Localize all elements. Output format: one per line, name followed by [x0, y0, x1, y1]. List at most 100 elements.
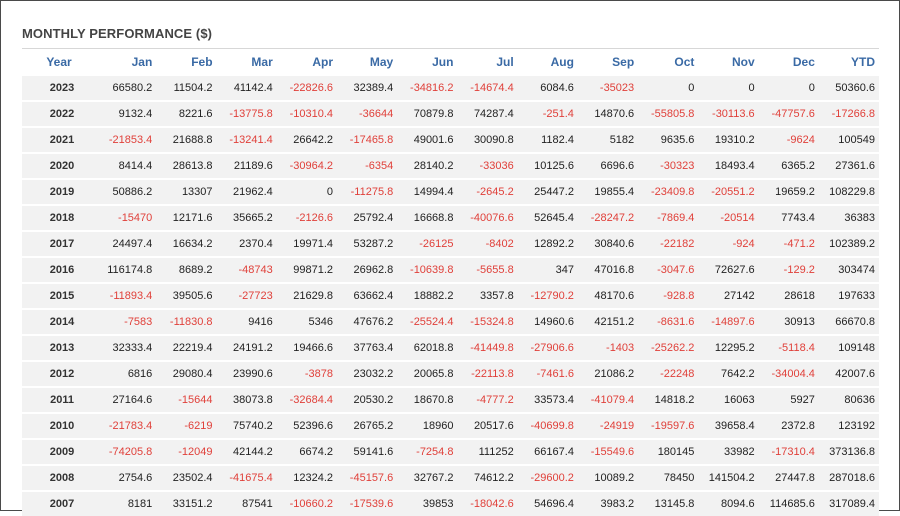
month-value-cell: 39658.4 [698, 412, 759, 439]
month-value-cell: 21688.8 [156, 126, 217, 153]
month-value-cell: -22826.6 [276, 74, 337, 101]
month-value-cell: 33982 [698, 438, 759, 465]
month-value-cell: -55805.8 [638, 100, 699, 127]
month-value-cell: -8402 [457, 230, 518, 257]
month-value-cell: 10125.6 [517, 152, 578, 179]
month-value-cell: -45157.6 [337, 464, 398, 491]
month-value-cell: 66580.2 [96, 74, 157, 101]
year-cell: 2021 [22, 126, 97, 153]
month-value-cell: 5346 [276, 308, 337, 335]
month-value-cell: -25524.4 [397, 308, 458, 335]
month-value-cell: 37763.4 [337, 334, 398, 361]
year-cell: 2009 [22, 438, 97, 465]
month-value-cell: -7461.6 [517, 360, 578, 387]
year-cell: 2013 [22, 334, 97, 361]
month-value-cell: 19466.6 [276, 334, 337, 361]
month-value-cell: -6354 [337, 152, 398, 179]
month-value-cell: -7254.8 [397, 438, 458, 465]
month-value-cell: -12049 [156, 438, 217, 465]
month-value-cell: -12790.2 [517, 282, 578, 309]
month-value-cell: 62018.8 [397, 334, 458, 361]
month-value-cell: 10089.2 [577, 464, 639, 491]
month-value-cell: 3357.8 [457, 282, 518, 309]
month-value-cell: 6816 [96, 360, 157, 387]
ytd-cell: 303474 [818, 256, 879, 283]
month-value-cell: 27447.8 [758, 464, 819, 491]
month-value-cell: -14674.4 [457, 74, 518, 101]
month-value-cell: 18960 [397, 412, 458, 439]
header-row: Year Jan Feb Mar Apr May Jun Jul Aug Sep… [22, 50, 879, 75]
year-cell: 2010 [22, 412, 97, 439]
month-value-cell: -27906.6 [517, 334, 578, 361]
ytd-cell: 108229.8 [818, 178, 879, 205]
month-value-cell: -30964.2 [276, 152, 337, 179]
month-value-cell: 14994.4 [397, 178, 458, 205]
table-row: 2011 27164.6 -15644 38073.8 -32684.4 20530.2 1… [22, 386, 879, 413]
title-divider [22, 48, 879, 49]
column-header-ytd: YTD [818, 50, 879, 75]
year-cell: 2007 [22, 490, 97, 516]
month-value-cell: 18493.4 [698, 152, 759, 179]
month-value-cell: 29080.4 [156, 360, 217, 387]
month-value-cell: -21783.4 [96, 412, 157, 439]
month-value-cell: 9635.6 [638, 126, 699, 153]
year-cell: 2011 [22, 386, 97, 413]
month-value-cell: 111252 [457, 438, 518, 465]
month-value-cell: 47676.2 [337, 308, 398, 335]
month-value-cell: 9416 [216, 308, 277, 335]
month-value-cell: 23990.6 [216, 360, 277, 387]
month-value-cell: 23032.2 [337, 360, 398, 387]
month-value-cell: -15644 [156, 386, 217, 413]
month-value-cell: 116174.8 [96, 256, 157, 283]
month-value-cell: -19597.6 [638, 412, 699, 439]
month-value-cell: 16634.2 [156, 230, 217, 257]
month-value-cell: -22182 [638, 230, 699, 257]
month-value-cell: 30090.8 [457, 126, 518, 153]
table-row: 2020 8414.4 28613.8 21189.6 -30964.2 -6354 281… [22, 152, 879, 179]
month-value-cell: 12892.2 [517, 230, 578, 257]
month-value-cell: 6696.6 [577, 152, 639, 179]
table-row: 2009 -74205.8 -12049 42144.2 6674.2 59141.6 -7… [22, 438, 879, 465]
month-value-cell: 18882.2 [397, 282, 458, 309]
month-value-cell: -33036 [457, 152, 518, 179]
month-value-cell: 52645.4 [517, 204, 578, 231]
table-row: 2007 8181 33151.2 87541 -10660.2 -17539.6 3985… [22, 490, 879, 516]
month-value-cell: -27723 [216, 282, 277, 309]
month-value-cell: 0 [276, 178, 337, 205]
month-value-cell: 114685.6 [758, 490, 819, 516]
month-value-cell: 7743.4 [758, 204, 819, 231]
month-value-cell: -21853.4 [96, 126, 157, 153]
month-value-cell: 18670.8 [397, 386, 458, 413]
monthly-performance-table: Year Jan Feb Mar Apr May Jun Jul Aug Sep… [22, 50, 879, 516]
month-value-cell: -41079.4 [577, 386, 639, 413]
month-value-cell: 5927 [758, 386, 819, 413]
column-header-sep: Sep [577, 50, 639, 75]
month-value-cell: 8181 [96, 490, 157, 516]
column-header-may: May [337, 50, 398, 75]
month-value-cell: 14960.6 [517, 308, 578, 335]
month-value-cell: 0 [758, 74, 819, 101]
month-value-cell: 12171.6 [156, 204, 217, 231]
column-header-jul: Jul [457, 50, 518, 75]
month-value-cell: 20517.6 [457, 412, 518, 439]
month-value-cell: -7869.4 [638, 204, 699, 231]
month-value-cell: 19310.2 [698, 126, 759, 153]
month-value-cell: -11830.8 [156, 308, 217, 335]
month-value-cell: 25447.2 [517, 178, 578, 205]
month-value-cell: -29600.2 [517, 464, 578, 491]
month-value-cell: 75740.2 [216, 412, 277, 439]
month-value-cell: 2372.8 [758, 412, 819, 439]
month-value-cell: -28247.2 [577, 204, 639, 231]
panel-title: MONTHLY PERFORMANCE ($) [22, 26, 213, 41]
month-value-cell: -32684.4 [276, 386, 337, 413]
month-value-cell: 21629.8 [276, 282, 337, 309]
month-value-cell: -20551.2 [698, 178, 759, 205]
column-header-year: Year [22, 50, 97, 75]
month-value-cell: 16668.8 [397, 204, 458, 231]
ytd-cell: 197633 [818, 282, 879, 309]
month-value-cell: 28140.2 [397, 152, 458, 179]
month-value-cell: 6674.2 [276, 438, 337, 465]
month-value-cell: 21189.6 [216, 152, 277, 179]
month-value-cell: 33151.2 [156, 490, 217, 516]
month-value-cell: -20514 [698, 204, 759, 231]
